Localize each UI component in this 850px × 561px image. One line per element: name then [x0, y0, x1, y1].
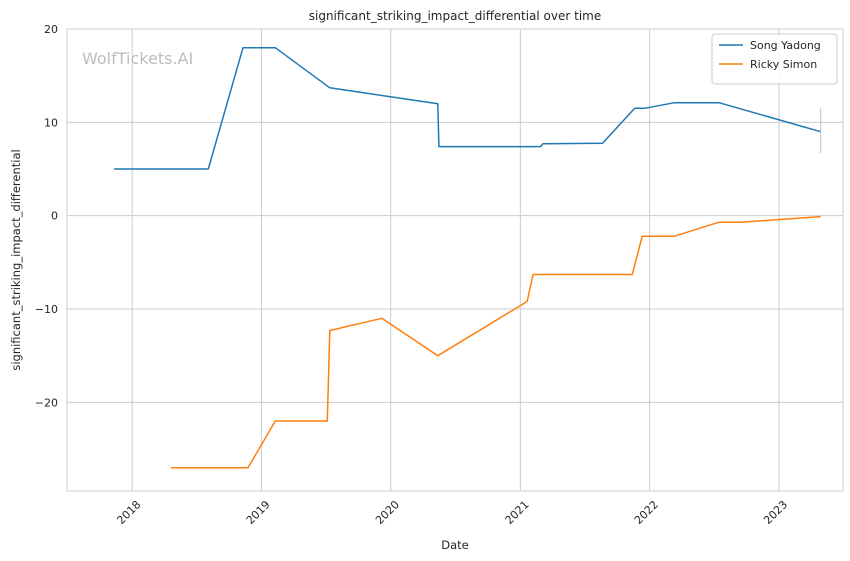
series-line-1: [171, 215, 821, 469]
series-lines: [114, 46, 821, 469]
x-axis-title: Date: [441, 538, 469, 552]
watermark-text: WolfTickets.AI: [82, 49, 193, 68]
y-axis-title: significant_striking_impact_differential: [9, 149, 23, 370]
plot-frame: [66, 28, 844, 492]
y-tick-label: −10: [35, 303, 58, 316]
legend-items: Song Yadong Ricky Simon: [719, 39, 821, 71]
y-axis-ticks: 20 10 0 −10 −20: [35, 23, 58, 409]
y-tick-label: 0: [51, 210, 58, 223]
y-tick-label: 20: [44, 23, 58, 36]
legend-label: Ricky Simon: [750, 58, 817, 71]
series-line-0: [114, 46, 821, 170]
legend-label: Song Yadong: [750, 39, 821, 52]
y-tick-label: −20: [35, 396, 58, 409]
legend: Song Yadong Ricky Simon: [711, 33, 838, 85]
y-tick-label: 10: [44, 116, 58, 129]
plot-area: [67, 29, 843, 491]
legend-box: [711, 33, 838, 85]
chart-title: significant_striking_impact_differential…: [309, 9, 601, 23]
